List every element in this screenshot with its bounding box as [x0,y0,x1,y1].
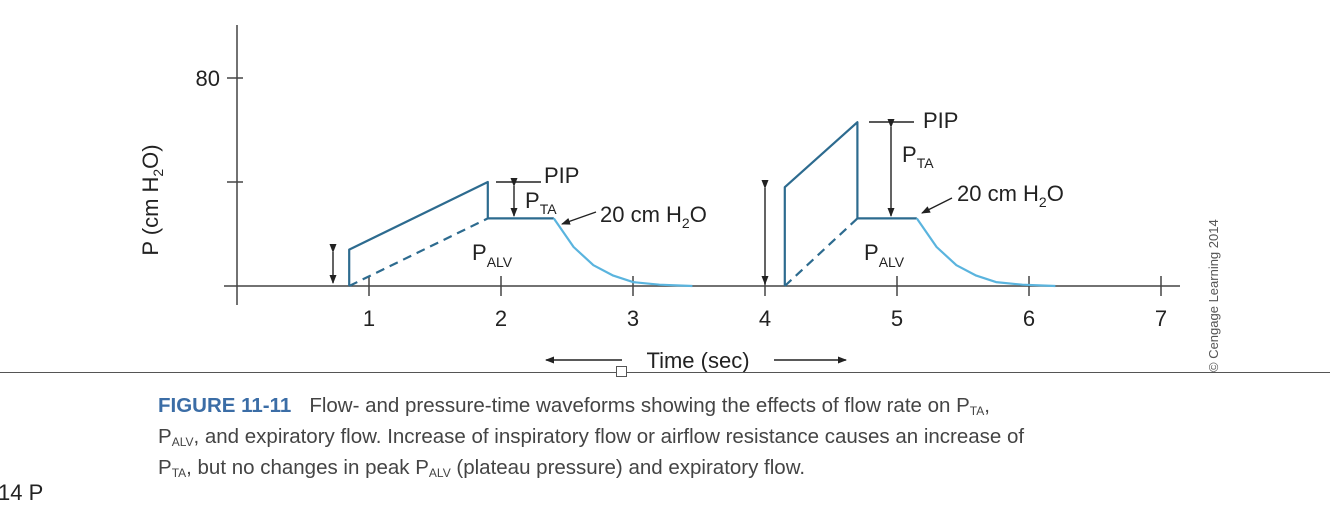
airway-pressure-2-line [783,121,917,286]
x-tick-label-4: 4 [759,306,771,331]
divider-line [0,372,1330,373]
y-tick-label-80: 80 [196,66,220,91]
expiratory-decay-1-line [552,217,693,288]
cut-off-heading: 14 P [0,480,44,505]
waveform-chart: 1 2 3 4 5 6 7 80 P (cm H2O) PIP PTA PALV 20 cm… [138,25,1221,372]
alveolar-pressure-2-line [784,217,859,287]
airway-pressure-1-line [348,180,554,286]
figure-label: FIGURE 11-11 [158,394,292,417]
pta-2-label: PTA [902,142,934,171]
pta-1-label: PTA [525,188,557,217]
resize-handle[interactable] [616,366,627,377]
pip-1-label: PIP [544,163,579,188]
palv-1-label: PALV [472,240,513,270]
plateau-1-arrow [561,211,597,225]
caption-text: Flow- and pressure-time waveforms showin… [309,394,970,417]
y-axis-label: P (cm H2O) [138,144,166,255]
plateau-2-arrow [921,197,953,214]
x-tick-label-3: 3 [627,306,639,331]
x-tick-label-2: 2 [495,306,507,331]
copyright-watermark: © Cengage Learning 2014 [1206,219,1221,372]
x-tick-label-5: 5 [891,306,903,331]
plateau-2-label: 20 cm H2O [957,181,1064,210]
x-axis-label: Time (sec) [646,348,749,372]
pip-2-label: PIP [923,108,958,133]
x-tick-label-7: 7 [1155,306,1167,331]
palv-2-label: PALV [864,240,905,270]
x-tick-label-6: 6 [1023,306,1035,331]
figure-caption: FIGURE 11-11 Flow- and pressure-time wave… [158,394,1025,480]
expiratory-decay-2-line [915,217,1056,288]
plateau-1-label: 20 cm H2O [600,202,707,231]
x-tick-label-1: 1 [363,306,375,331]
alveolar-pressure-1-line [348,217,489,287]
